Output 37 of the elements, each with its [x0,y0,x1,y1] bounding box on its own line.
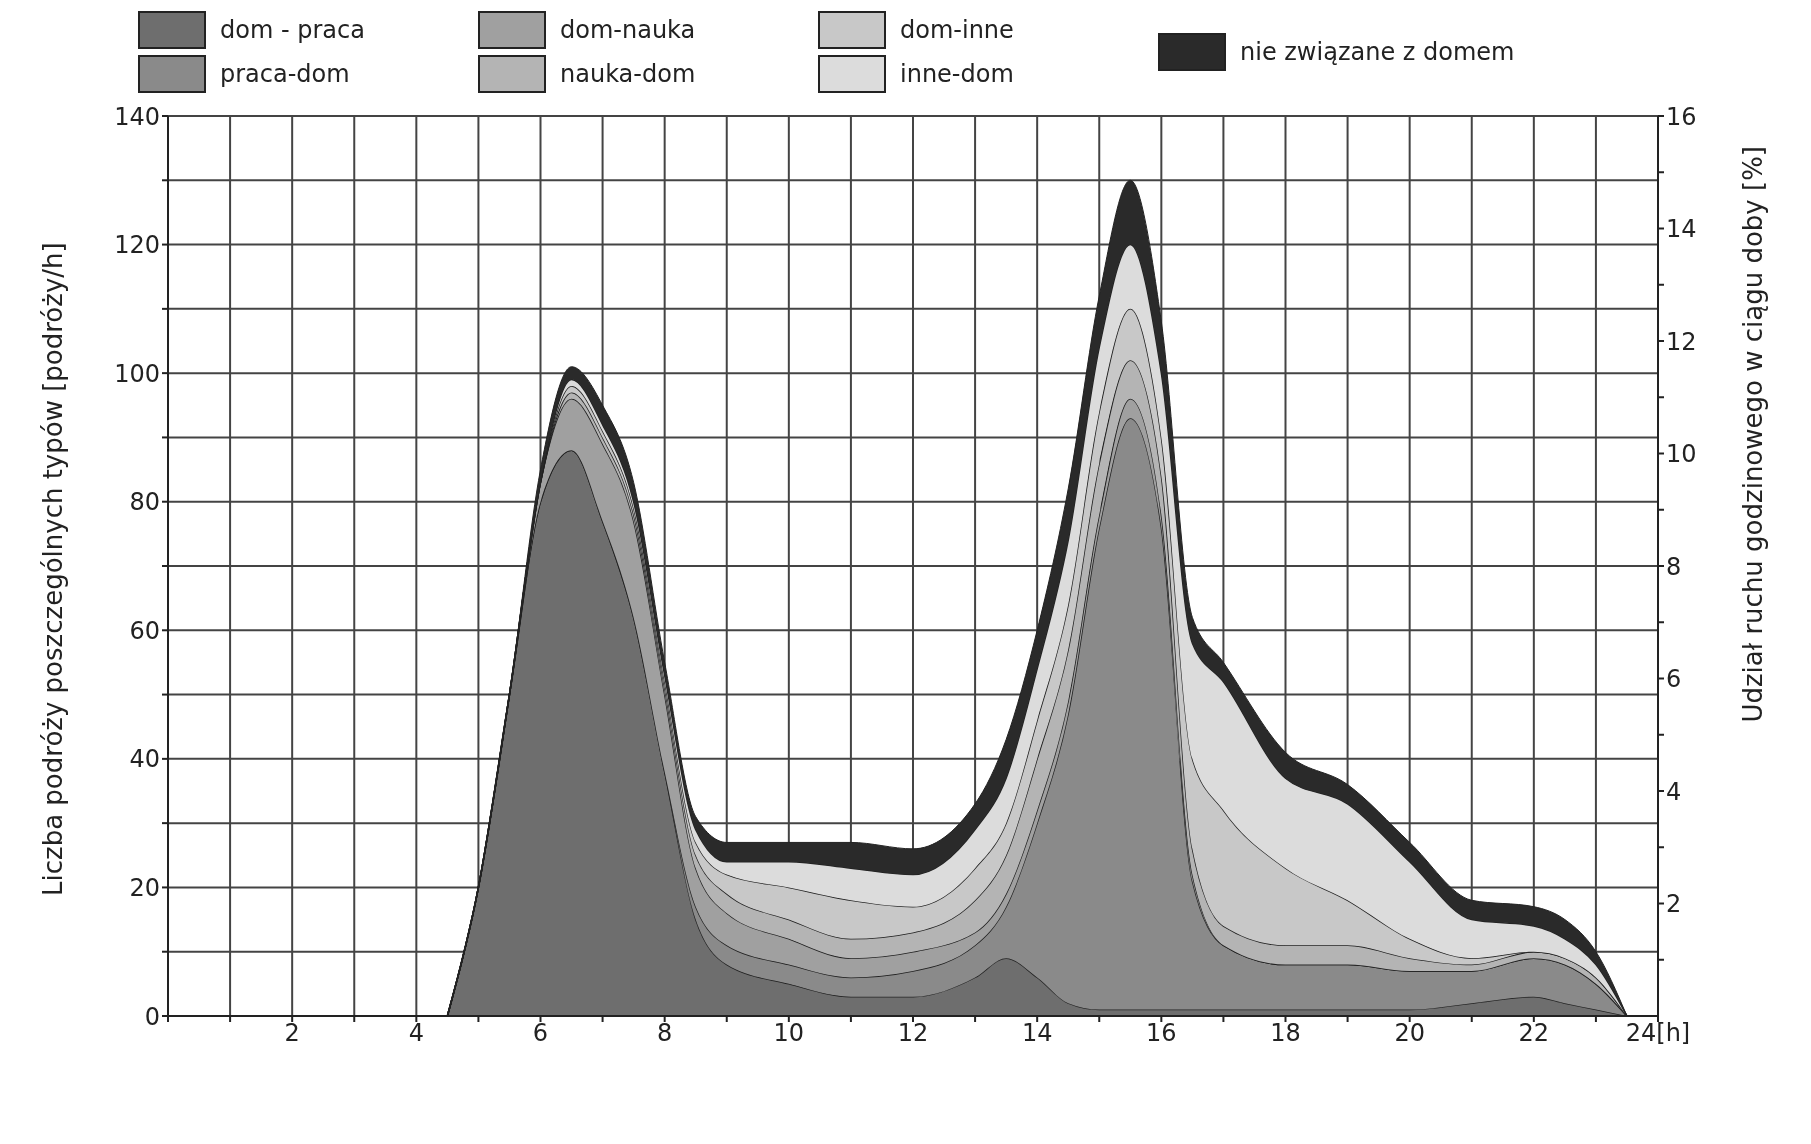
y2-tick-label: 10 [1666,440,1697,469]
y-tick-label: 20 [129,873,160,902]
legend-label: dom-nauka [560,16,696,44]
x-tick-label: 14 [1021,1019,1053,1048]
legend-label: dom-inne [900,16,1014,44]
x-tick-label: 24[h] [1625,1019,1691,1048]
x-tick-label: 4 [408,1019,424,1048]
y-tick-label: 100 [114,359,160,388]
x-tick-label: 16 [1146,1019,1177,1048]
legend-label: nauka-dom [560,60,696,88]
x-tick-label: 6 [532,1019,549,1048]
y-tick-label: 0 [144,1002,160,1031]
x-tick-label: 8 [657,1019,673,1048]
y2-tick-label: 8 [1666,552,1682,581]
y-tick-label: 80 [129,488,160,517]
legend-label: nie związane z domem [1240,38,1515,66]
y2-tick-label: 4 [1666,777,1682,806]
legend-label: inne-dom [900,60,1014,88]
y-tick-label: 40 [129,745,160,774]
y2-tick-label: 12 [1666,327,1697,356]
y2-tick-label: 14 [1666,215,1697,244]
x-tick-label: 12 [897,1019,929,1048]
x-tick-label: 20 [1394,1019,1425,1048]
y-tick-label: 140 [114,102,160,131]
legend-label: dom - praca [220,16,365,44]
y2-axis-title: Udział ruchu godzinowego w ciągu doby [%] [1738,146,1769,723]
legend-label: praca-dom [220,60,350,88]
x-tick-label: 2 [284,1019,300,1048]
y2-tick-label: 6 [1666,665,1682,694]
y2-tick-label: 2 [1666,890,1682,919]
y-axis-title: Liczba podróży poszczególnych typów [podróży/h] [38,242,69,896]
x-tick-label: 18 [1270,1019,1301,1048]
x-tick-label: 22 [1518,1019,1550,1048]
y2-tick-label: 16 [1666,102,1697,131]
y-tick-label: 60 [129,616,160,645]
x-tick-label: 10 [773,1019,805,1048]
y-tick-label: 120 [114,231,160,260]
